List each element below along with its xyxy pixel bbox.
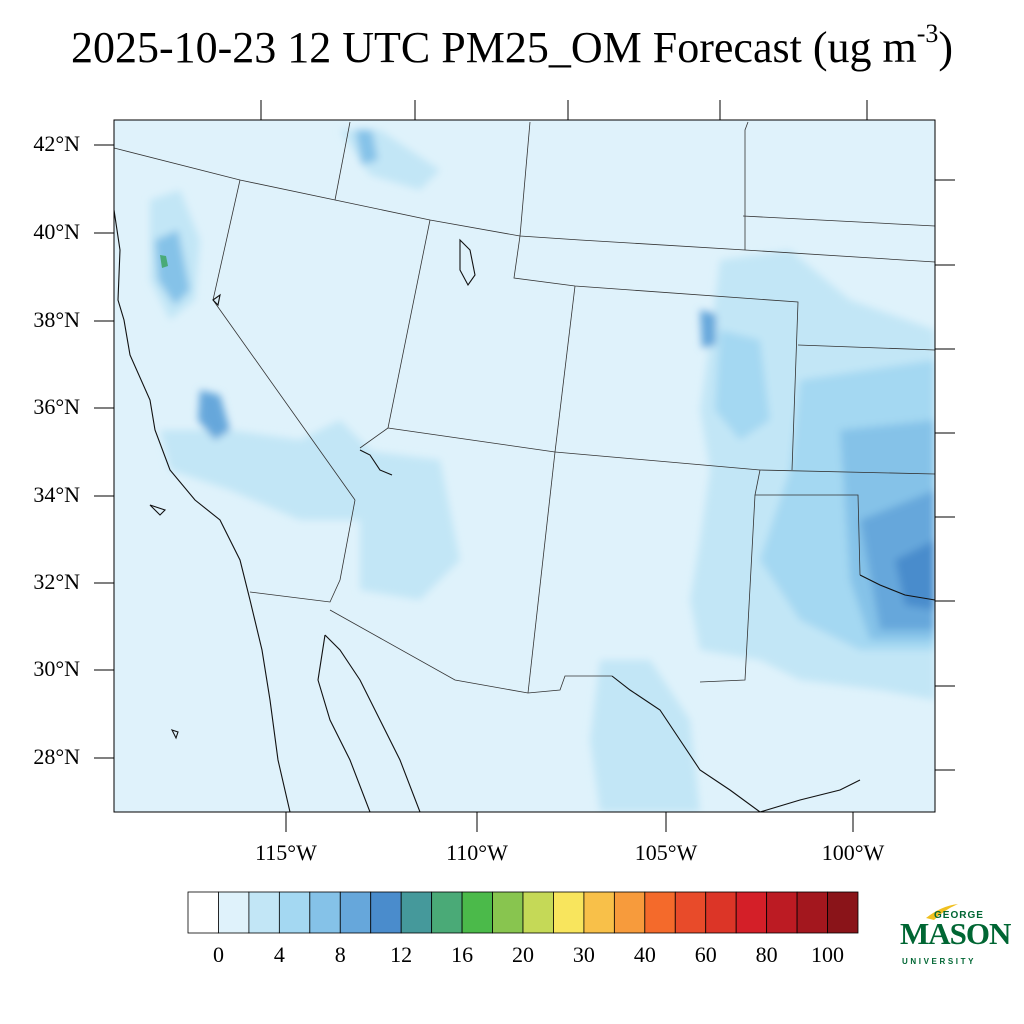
colorbar-label: 60	[694, 942, 717, 967]
lon-label: 100°W	[821, 840, 885, 865]
coastline	[114, 209, 935, 812]
colorbar-label: 20	[512, 942, 534, 967]
lat-label: 32°N	[33, 569, 80, 594]
colorbar-swatch	[583, 891, 615, 934]
colorbar-swatch	[827, 891, 859, 934]
hotspot-marker	[160, 255, 168, 268]
colorbar-swatch	[187, 891, 219, 934]
colorbar-swatch	[492, 891, 524, 934]
concentration-field	[150, 130, 935, 812]
map-title: 2025-10-23 12 UTC PM25_OM Forecast (ug m…	[0, 19, 1024, 73]
colorbar-swatch	[400, 891, 433, 934]
colorbar-swatch	[674, 891, 707, 934]
title-superscript: -3	[916, 19, 939, 49]
title-close: )	[938, 23, 954, 72]
lon-label: 110°W	[446, 840, 508, 865]
colorbar-label: 40	[633, 942, 656, 967]
colorbar-swatch	[735, 891, 768, 934]
colorbar-swatch	[644, 891, 676, 934]
top-ticks	[260, 100, 868, 120]
right-ticks	[935, 179, 955, 771]
colorbar-label: 100	[811, 942, 845, 967]
lon-label: 115°W	[255, 840, 317, 865]
colorbar-label: 80	[755, 942, 778, 967]
lat-label: 36°N	[33, 394, 80, 419]
colorbar-swatch	[613, 891, 646, 934]
colorbar-swatch	[431, 891, 463, 934]
colorbar	[187, 891, 859, 934]
colorbar-label: 8	[334, 942, 346, 967]
colorbar-swatch	[553, 891, 585, 934]
colorbar-swatch	[705, 891, 737, 934]
lat-label: 38°N	[33, 307, 80, 332]
colorbar-swatch	[522, 891, 554, 934]
colorbar-swatch	[218, 891, 250, 934]
colorbar-label: 0	[212, 942, 224, 967]
lat-label: 40°N	[33, 219, 80, 244]
lat-label: 28°N	[33, 744, 80, 769]
logo-mason: MASON	[900, 916, 1011, 951]
colorbar-swatch	[248, 891, 280, 934]
lat-label: 42°N	[33, 131, 80, 156]
colorbar-swatch	[461, 891, 493, 934]
map-frame	[113, 119, 936, 813]
left-ticks	[94, 144, 114, 759]
colorbar-swatch	[309, 891, 341, 934]
logo-george: GEORGE	[934, 910, 984, 921]
colorbar-swatch	[278, 891, 311, 934]
lat-label: 30°N	[33, 656, 80, 681]
colorbar-label: 16	[451, 942, 474, 967]
colorbar-swatch	[796, 891, 828, 934]
lat-label: 34°N	[33, 482, 80, 507]
colorbar-swatch	[766, 891, 798, 934]
bottom-ticks	[285, 812, 854, 832]
logo-university: UNIVERSITY	[902, 957, 977, 966]
gmu-logo: GEORGE MASON UNIVERSITY	[896, 902, 1011, 968]
title-text: 2025-10-23 12 UTC PM25_OM Forecast (ug m	[70, 23, 917, 72]
colorbar-swatch	[339, 891, 372, 934]
logo-swoosh-icon	[926, 904, 958, 920]
lon-label: 105°W	[634, 840, 698, 865]
colorbar-label: 30	[572, 942, 595, 967]
colorbar-label: 12	[390, 942, 413, 967]
colorbar-label: 4	[273, 942, 285, 967]
colorbar-swatch	[370, 891, 402, 934]
